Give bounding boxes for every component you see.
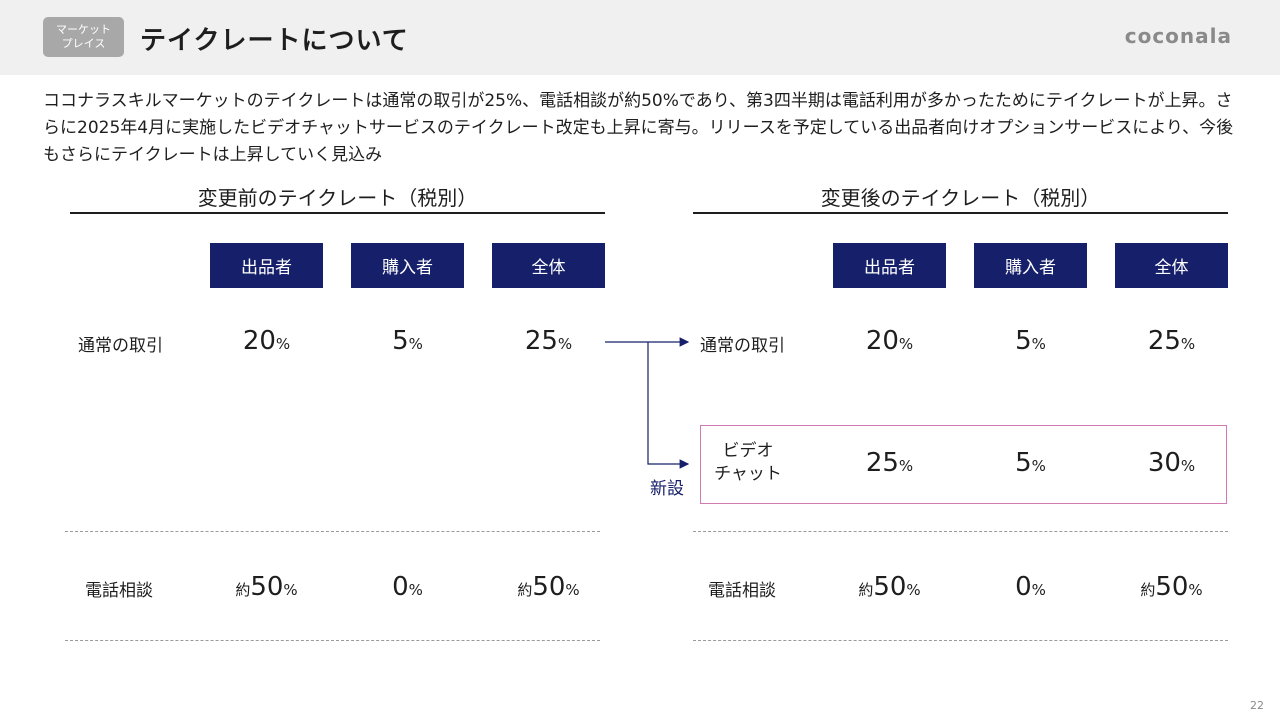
after-divider-2 — [693, 640, 1228, 641]
before-phone-seller: 約50% — [235, 572, 298, 602]
after-row-label-normal: 通常の取引 — [700, 336, 785, 356]
before-divider-2 — [65, 640, 600, 641]
badge-line1: マーケット — [56, 23, 111, 36]
before-phone-total: 約50% — [517, 572, 580, 602]
after-divider-1 — [693, 531, 1228, 532]
before-divider-1 — [65, 531, 600, 532]
after-row-label-phone: 電話相談 — [708, 581, 776, 601]
after-section-divider — [693, 212, 1228, 214]
description-text: ココナラスキルマーケットのテイクレートは通常の取引が25%、電話相談が約50%で… — [43, 91, 1234, 165]
page-number: 22 — [1250, 699, 1264, 712]
before-row-label-phone: 電話相談 — [85, 581, 153, 601]
after-video-total: 30% — [1147, 448, 1196, 478]
after-normal-total: 25% — [1147, 326, 1196, 356]
after-phone-buyer: 0% — [1015, 572, 1046, 602]
before-col-total: 全体 — [492, 243, 605, 288]
video-label-line2: チャット — [714, 464, 782, 484]
after-col-seller: 出品者 — [833, 243, 946, 288]
before-normal-buyer: 5% — [392, 326, 423, 356]
after-col-total: 全体 — [1115, 243, 1228, 288]
brand-logo: coconala — [1124, 24, 1232, 48]
new-badge-text: 新設 — [650, 479, 684, 499]
before-normal-total: 25% — [524, 326, 573, 356]
before-row-label-normal: 通常の取引 — [78, 336, 163, 356]
video-label-line1: ビデオ — [722, 441, 774, 461]
after-normal-seller: 20% — [865, 326, 914, 356]
category-badge: マーケット プレイス — [43, 17, 124, 57]
page-title: テイクレートについて — [140, 26, 409, 56]
before-col-buyer: 購入者 — [351, 243, 464, 288]
after-normal-buyer: 5% — [1015, 326, 1046, 356]
after-row-label-video: ビデオ チャット — [700, 440, 796, 486]
after-phone-seller: 約50% — [858, 572, 921, 602]
before-section-title: 変更前のテイクレート（税別） — [197, 186, 478, 210]
header-bar: マーケット プレイス テイクレートについて coconala — [0, 0, 1280, 75]
before-normal-seller: 20% — [242, 326, 291, 356]
after-col-buyer: 購入者 — [974, 243, 1087, 288]
before-phone-buyer: 0% — [392, 572, 423, 602]
after-video-buyer: 5% — [1015, 448, 1046, 478]
after-video-seller: 25% — [865, 448, 914, 478]
before-col-seller: 出品者 — [210, 243, 323, 288]
new-video-chat-highlight — [700, 425, 1227, 504]
arrow-to-video — [647, 342, 690, 469]
badge-line2: プレイス — [61, 37, 106, 50]
before-section-divider — [70, 212, 605, 214]
after-section-title: 変更後のテイクレート（税別） — [820, 186, 1101, 210]
after-phone-total: 約50% — [1140, 572, 1203, 602]
